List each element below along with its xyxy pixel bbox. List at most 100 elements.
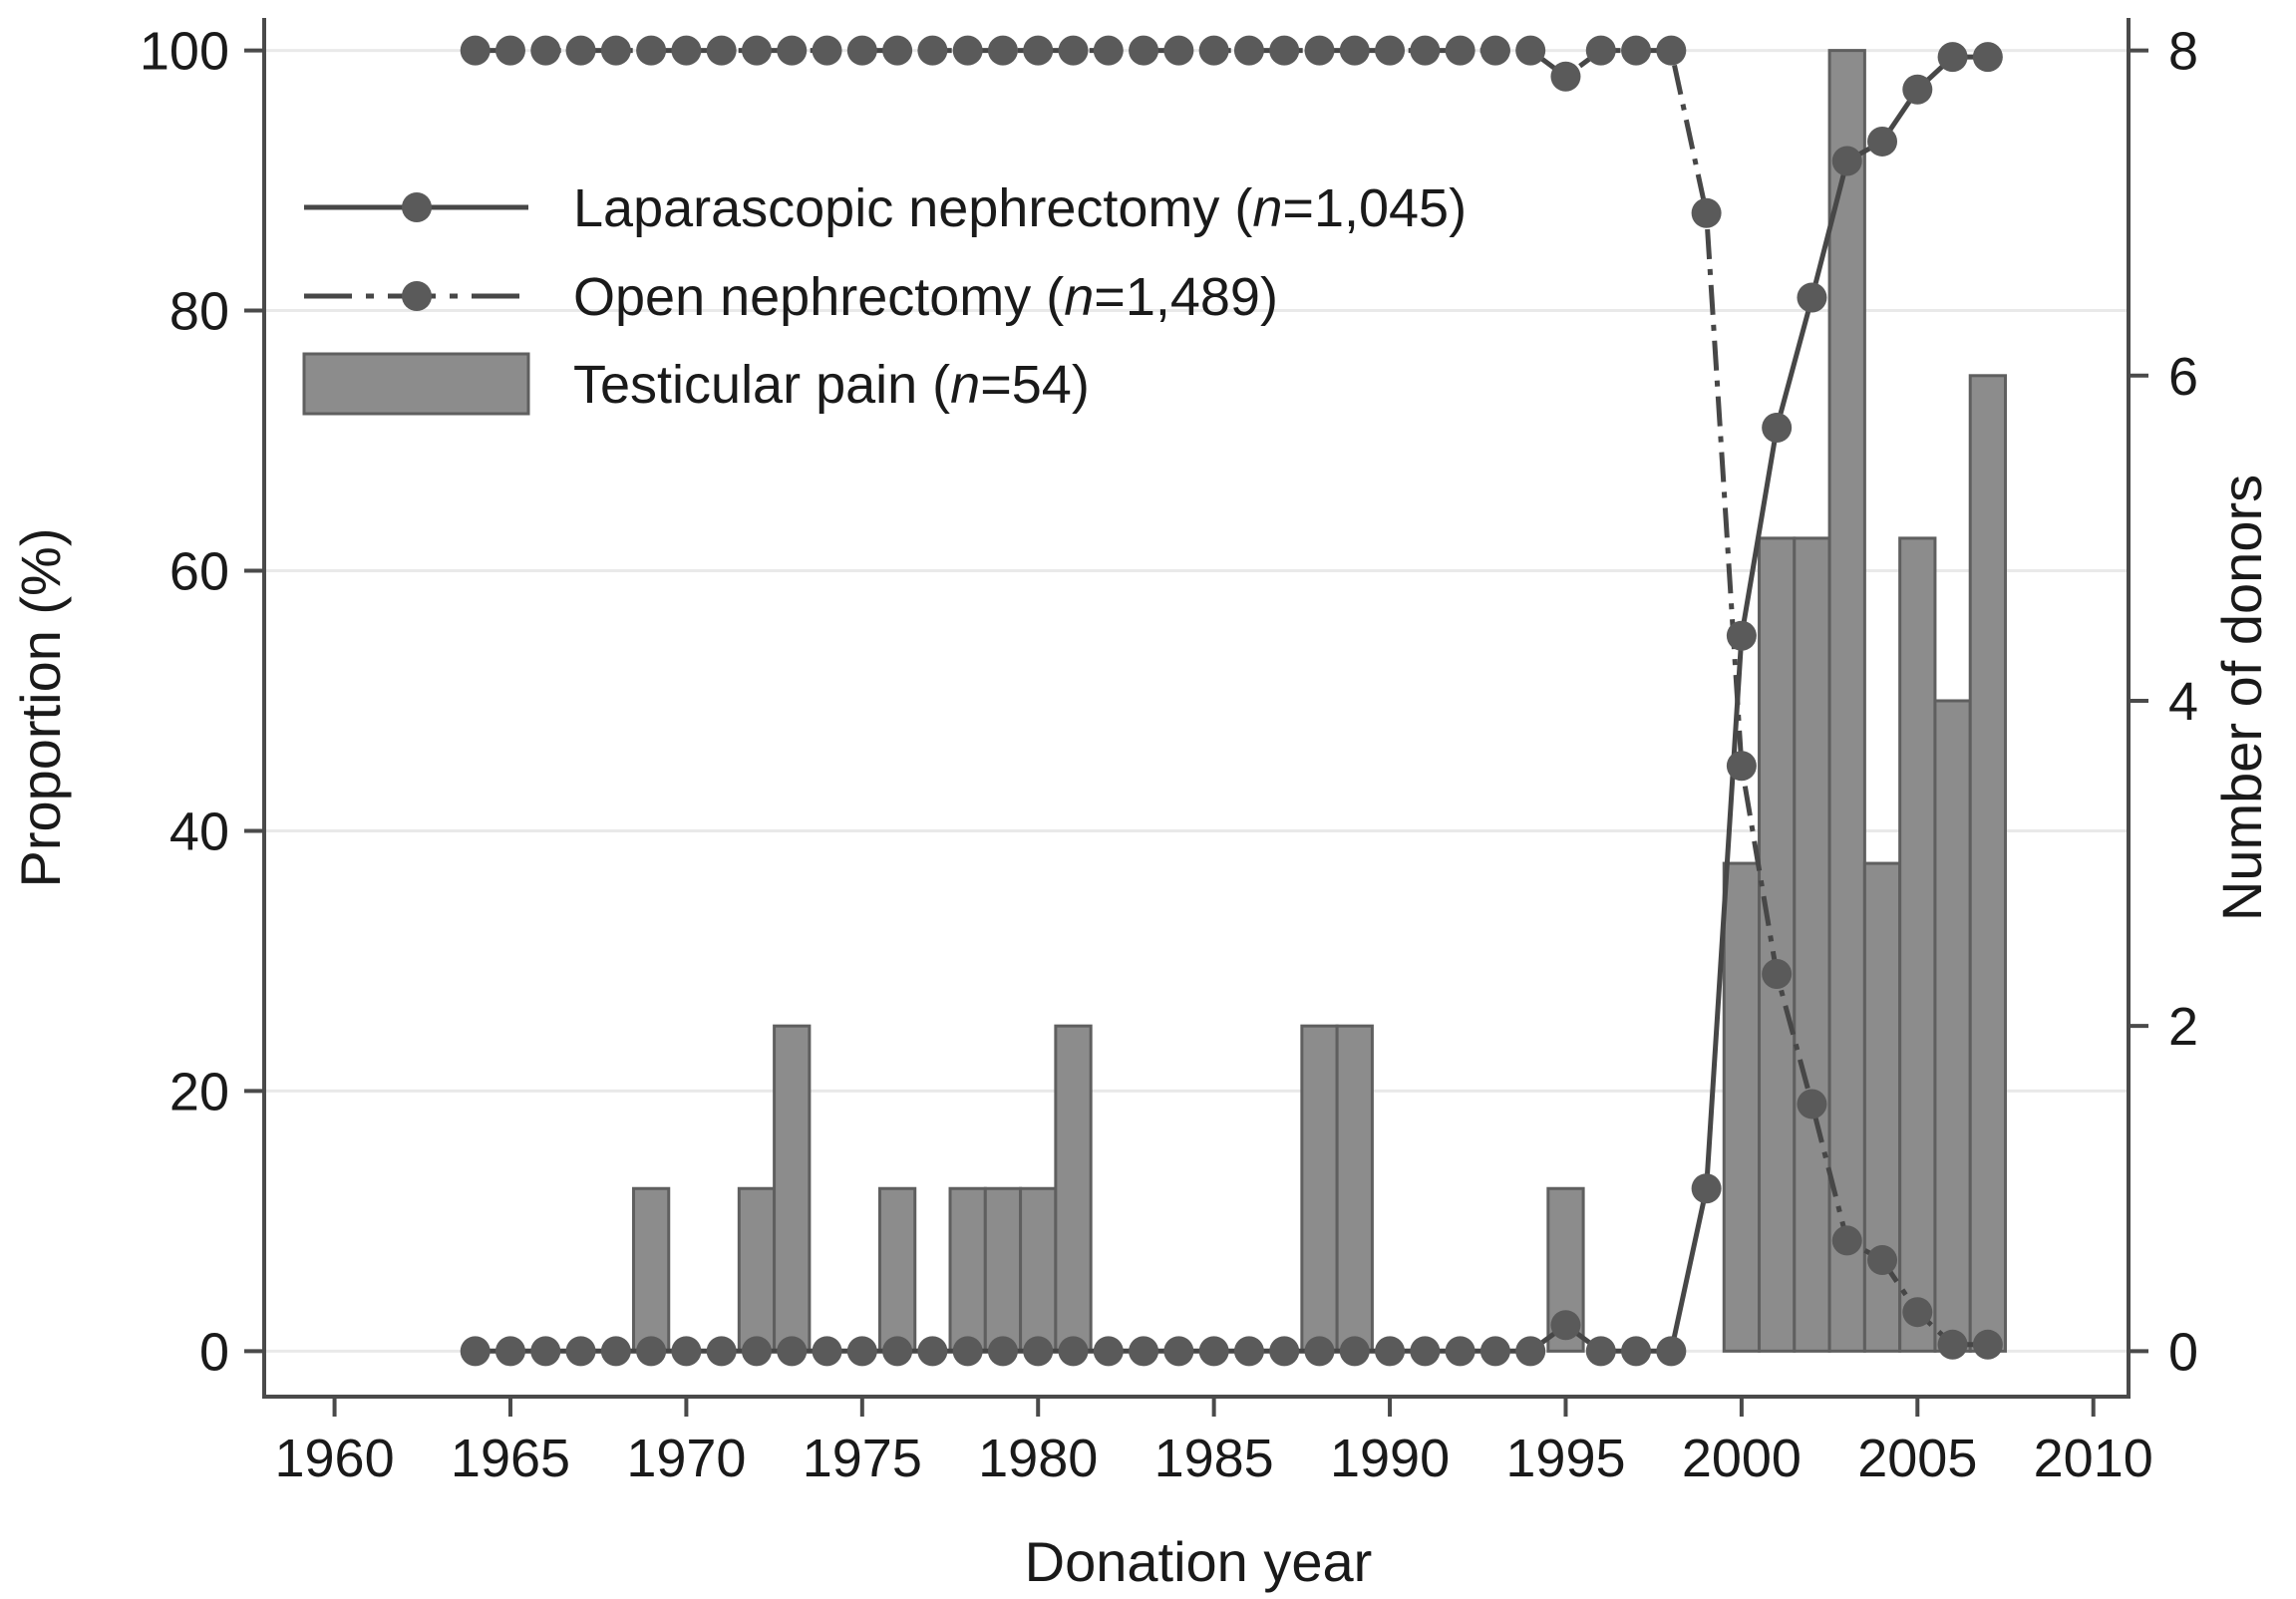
- bar-testicular-pain-2002: [1793, 536, 1831, 1353]
- point-open-1974: [812, 35, 842, 66]
- point-lap-1998: [1656, 1336, 1687, 1367]
- x-tick-label: 1980: [978, 1429, 1098, 1488]
- bar-series: [631, 49, 2008, 1353]
- point-open-1982: [1093, 35, 1124, 66]
- point-lap-2007: [1972, 42, 2003, 73]
- y-left-tick-label: 40: [169, 801, 229, 861]
- point-open-1984: [1163, 35, 1194, 66]
- point-lap-1966: [530, 1336, 561, 1367]
- y-right-tick-label: 8: [2168, 22, 2198, 82]
- bar-testicular-pain-1969: [631, 1186, 671, 1353]
- ticks: 1960 1965 1970 1975 1980 1985 1990 1995 2000 2005…: [140, 22, 2198, 1488]
- bar-testicular-pain-2003: [1827, 49, 1866, 1353]
- point-lap-1985: [1198, 1336, 1229, 1367]
- point-lap-1978: [952, 1336, 983, 1367]
- point-open-1965: [494, 35, 525, 66]
- point-open-1966: [530, 35, 561, 66]
- point-lap-2002: [1797, 282, 1827, 313]
- point-open-1975: [846, 35, 877, 66]
- point-lap-1967: [565, 1336, 596, 1367]
- point-lap-2005: [1902, 74, 1933, 105]
- x-axis-title: Donation year: [1025, 1530, 1373, 1593]
- point-open-1980: [1023, 35, 1054, 66]
- point-lap-1991: [1410, 1336, 1441, 1367]
- x-tick-label: 1995: [1505, 1429, 1625, 1488]
- point-lap-1988: [1304, 1336, 1335, 1367]
- legend: Laparascopic nephrectomy (n=1,045) Open n…: [302, 178, 1467, 416]
- point-open-1969: [636, 35, 667, 66]
- point-lap-1975: [846, 1336, 877, 1367]
- bar-testicular-pain-2006: [1933, 699, 1972, 1353]
- x-tick-label: 1985: [1154, 1429, 1274, 1488]
- legend-label-lap: Laparascopic nephrectomy (n=1,045): [573, 178, 1467, 238]
- point-open-1994: [1515, 35, 1546, 66]
- y-axis-right-title: Number of donors: [2210, 475, 2273, 921]
- point-open-1996: [1585, 35, 1616, 66]
- y-right-tick-label: 0: [2168, 1322, 2198, 1382]
- point-lap-2004: [1867, 126, 1898, 157]
- point-open-2005: [1902, 1297, 1933, 1328]
- point-lap-1972: [741, 1336, 772, 1367]
- point-lap-2001: [1762, 412, 1793, 443]
- point-lap-1973: [777, 1336, 808, 1367]
- point-lap-1984: [1163, 1336, 1194, 1367]
- y-axis-left-title: Proportion (%): [9, 527, 72, 887]
- point-open-1989: [1339, 35, 1370, 66]
- point-open-1981: [1058, 35, 1089, 66]
- point-open-2001: [1762, 958, 1793, 989]
- x-tick-label: 1960: [274, 1429, 394, 1488]
- point-open-1992: [1445, 35, 1476, 66]
- point-lap-2006: [1937, 42, 1968, 73]
- point-lap-2000: [1726, 620, 1757, 651]
- legend-label-open: Open nephrectomy (n=1,489): [573, 267, 1278, 327]
- bar-testicular-pain-2004: [1862, 861, 1902, 1353]
- point-open-1995: [1550, 61, 1581, 92]
- x-tick-label: 2010: [2034, 1429, 2153, 1488]
- point-open-1977: [917, 35, 948, 66]
- point-lap-2003: [1831, 146, 1862, 176]
- point-lap-1990: [1375, 1336, 1406, 1367]
- point-open-1967: [565, 35, 596, 66]
- marker-series: [460, 35, 2003, 1367]
- point-open-1971: [706, 35, 737, 66]
- axes: [262, 18, 2131, 1399]
- bar-testicular-pain-2007: [1968, 374, 2008, 1353]
- point-open-2007: [1972, 1329, 2003, 1360]
- legend-label-bars: Testicular pain (n=54): [573, 355, 1090, 415]
- bar-testicular-pain-1972: [737, 1186, 777, 1353]
- point-open-2000: [1726, 751, 1757, 782]
- point-open-2002: [1797, 1089, 1827, 1119]
- point-lap-1999: [1691, 1173, 1722, 1204]
- point-open-1978: [952, 35, 983, 66]
- point-open-2004: [1867, 1245, 1898, 1276]
- bar-testicular-pain-1979: [983, 1186, 1023, 1353]
- point-lap-1964: [460, 1336, 491, 1367]
- point-lap-1971: [706, 1336, 737, 1367]
- point-open-1987: [1269, 35, 1300, 66]
- point-open-1972: [741, 35, 772, 66]
- point-open-1973: [777, 35, 808, 66]
- y-left-tick-label: 20: [169, 1062, 229, 1121]
- point-lap-1987: [1269, 1336, 1300, 1367]
- x-tick-label: 1975: [803, 1429, 922, 1488]
- point-lap-1997: [1621, 1336, 1652, 1367]
- y-left-tick-label: 0: [199, 1322, 229, 1382]
- bar-testicular-pain-1978: [948, 1186, 987, 1353]
- point-open-2003: [1831, 1225, 1862, 1256]
- point-lap-1982: [1093, 1336, 1124, 1367]
- point-lap-1974: [812, 1336, 842, 1367]
- bar-testicular-pain-2001: [1758, 536, 1797, 1353]
- bar-testicular-pain-2000: [1722, 861, 1762, 1353]
- y-left-tick-label: 100: [140, 22, 229, 82]
- bar-testicular-pain-1973: [773, 1024, 812, 1353]
- point-lap-1969: [636, 1336, 667, 1367]
- point-lap-1976: [882, 1336, 913, 1367]
- x-tick-label: 1965: [451, 1429, 570, 1488]
- y-right-tick-label: 4: [2168, 672, 2198, 732]
- point-open-1997: [1621, 35, 1652, 66]
- point-open-1999: [1691, 197, 1722, 228]
- point-open-1979: [987, 35, 1018, 66]
- point-lap-1965: [494, 1336, 525, 1367]
- y-right-tick-label: 2: [2168, 997, 2198, 1057]
